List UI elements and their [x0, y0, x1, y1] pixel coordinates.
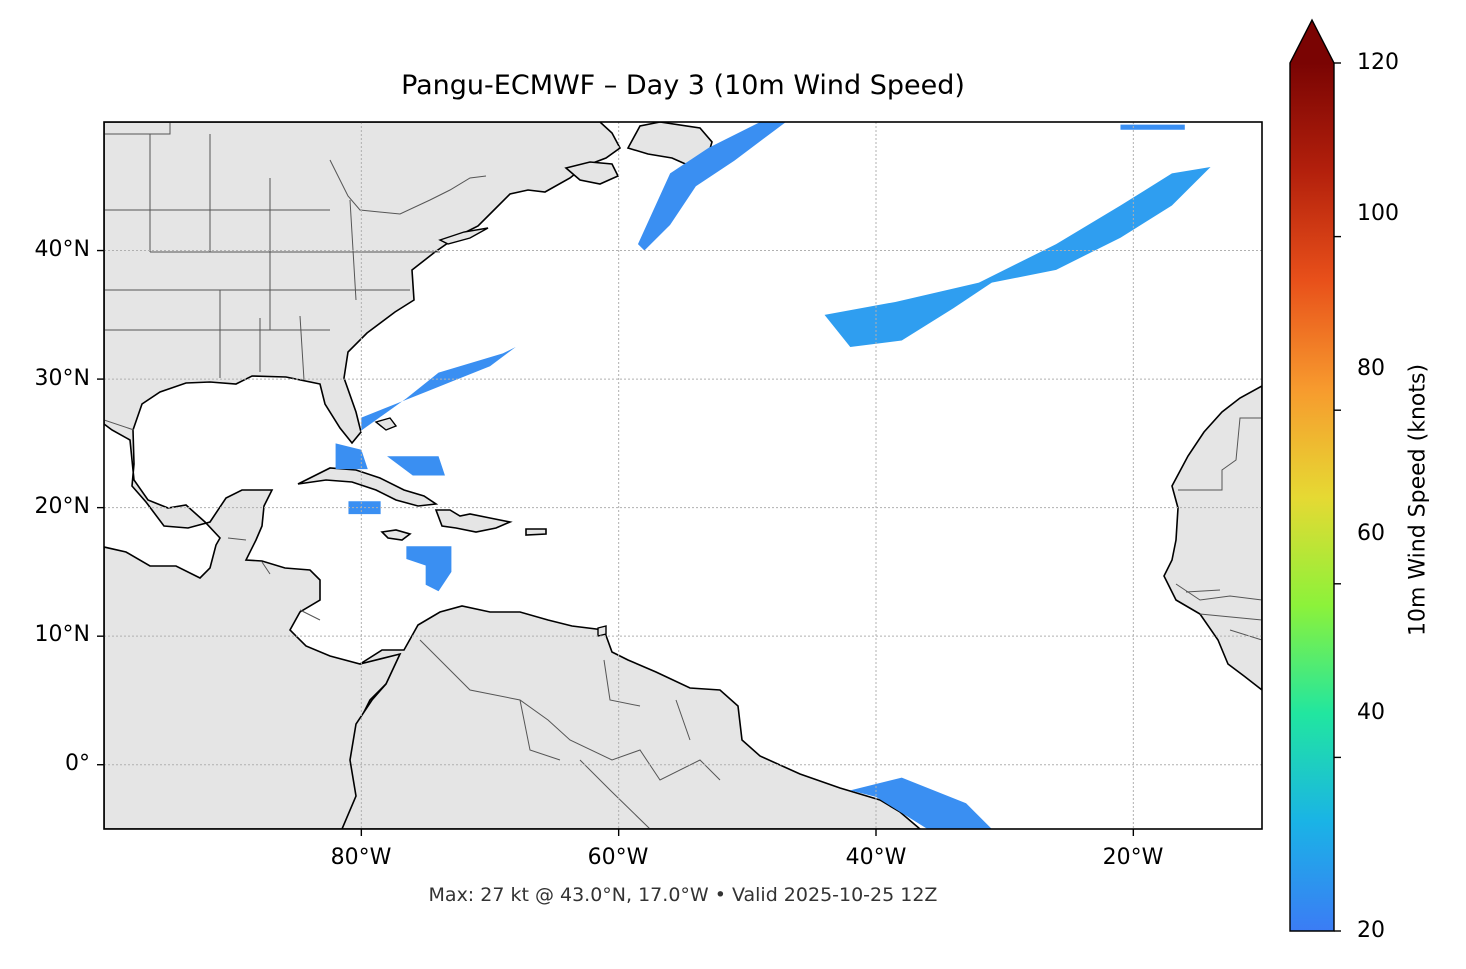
africa-borders: [1175, 417, 1262, 641]
max-wind-footnote: Max: 27 kt @ 43.0°N, 17.0°W • Valid 2025…: [428, 884, 938, 906]
cape-breton-island: [564, 161, 620, 185]
colorbar-tick-label: 60: [1357, 521, 1385, 546]
colorbar-tick-marks: [1334, 62, 1341, 932]
colorbar-label: 10m Wind Speed (knots): [1405, 363, 1431, 637]
us-state-lines: [104, 134, 440, 381]
north-america-land: [104, 122, 622, 829]
colorbar-tick-label: 100: [1357, 201, 1399, 226]
colorbar-tick-label: 20: [1357, 918, 1385, 943]
lat-tick-label: 30°N: [34, 366, 90, 391]
long-island: [438, 227, 489, 245]
mexico-border: [104, 419, 135, 431]
central-america-borders: [227, 537, 321, 621]
wind-field-newfoundland-band: [637, 122, 786, 251]
colorbar-tick-label: 80: [1357, 356, 1385, 381]
jamaica-island: [380, 529, 412, 541]
wind-field-florida-straits-patch: [335, 443, 368, 470]
land-layer: [104, 122, 1262, 829]
lat-tick-label: 0°: [65, 751, 90, 776]
colorbar-tick-label: 40: [1357, 700, 1385, 725]
puerto-rico-island: [525, 528, 547, 536]
map-frame: [103, 121, 1263, 830]
lon-tick-label: 80°W: [330, 845, 392, 870]
wind-field-northeast-sliver: [1120, 124, 1185, 130]
south-america-borders: [419, 639, 721, 829]
lat-tick-label: 40°N: [34, 237, 90, 262]
axis-tick-marks: [97, 249, 1135, 836]
cuba-island: [297, 467, 439, 507]
wind-field-gulfstream-band: [361, 346, 516, 431]
colorbar-tick-label: 120: [1357, 50, 1399, 75]
andros-island: [374, 417, 398, 431]
wind-field-bahamas-patch: [387, 456, 445, 476]
map-title: Pangu-ECMWF – Day 3 (10m Wind Speed): [401, 70, 965, 101]
wind-field-north-atlantic-band: [824, 166, 1211, 347]
colorbar-outline: [1289, 18, 1335, 932]
colorbar-extend-triangle: [1290, 20, 1334, 63]
colorbar-gradient: [1290, 63, 1334, 931]
colorbar: [1289, 18, 1341, 932]
hispaniola-island: [434, 509, 513, 533]
wind-fields: [335, 122, 1211, 829]
canada-us-border: [104, 122, 487, 215]
wind-field-equatorial-band: [850, 777, 992, 829]
lon-tick-label: 20°W: [1102, 845, 1164, 870]
lon-tick-label: 40°W: [845, 845, 907, 870]
wind-field-caribbean-patch: [406, 546, 452, 592]
trinidad-island: [597, 625, 607, 637]
africa-land: [1163, 385, 1262, 692]
south-america-land: [341, 605, 922, 829]
border-lines: [104, 122, 1262, 829]
lon-tick-label: 60°W: [587, 845, 649, 870]
lat-tick-label: 10°N: [34, 622, 90, 647]
lat-tick-label: 20°N: [34, 494, 90, 519]
gridlines: [104, 122, 1262, 829]
